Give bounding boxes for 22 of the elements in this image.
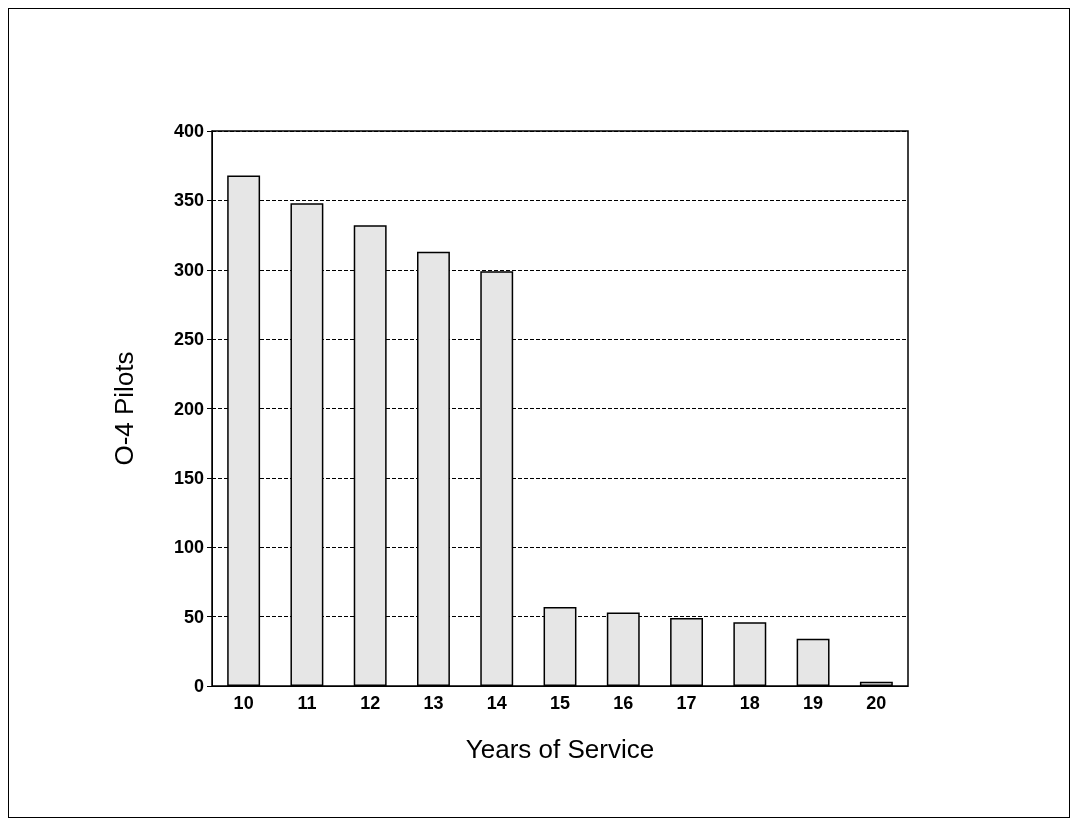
- y-tick-label: 250: [173, 329, 204, 350]
- x-tick-label: 19: [803, 693, 824, 713]
- x-tick-label: 13: [423, 693, 444, 713]
- y-tick-label: 350: [173, 190, 204, 211]
- y-tick-label: 50: [183, 606, 204, 627]
- y-tick-label: 300: [173, 259, 204, 280]
- y-tick-label: 200: [173, 398, 204, 419]
- y-tick-label: 0: [193, 676, 204, 696]
- y-tick-label: 400: [173, 121, 204, 141]
- x-tick-label: 20: [866, 693, 887, 713]
- y-tick-label: 100: [173, 537, 204, 558]
- x-tick-label: 10: [233, 693, 254, 713]
- x-axis-title: Years of Service: [465, 734, 655, 764]
- y-axis-title: O-4 Pilots: [109, 351, 139, 466]
- y-tick-label: 150: [173, 467, 204, 488]
- x-tick-label: 11: [297, 693, 317, 713]
- x-tick-label: 15: [549, 693, 571, 713]
- x-tick-label: 17: [676, 693, 697, 713]
- x-tick-label: 14: [486, 693, 507, 713]
- x-tick-label: 16: [613, 693, 634, 713]
- x-tick-label: 12: [360, 693, 381, 713]
- x-tick-label: 18: [739, 693, 760, 713]
